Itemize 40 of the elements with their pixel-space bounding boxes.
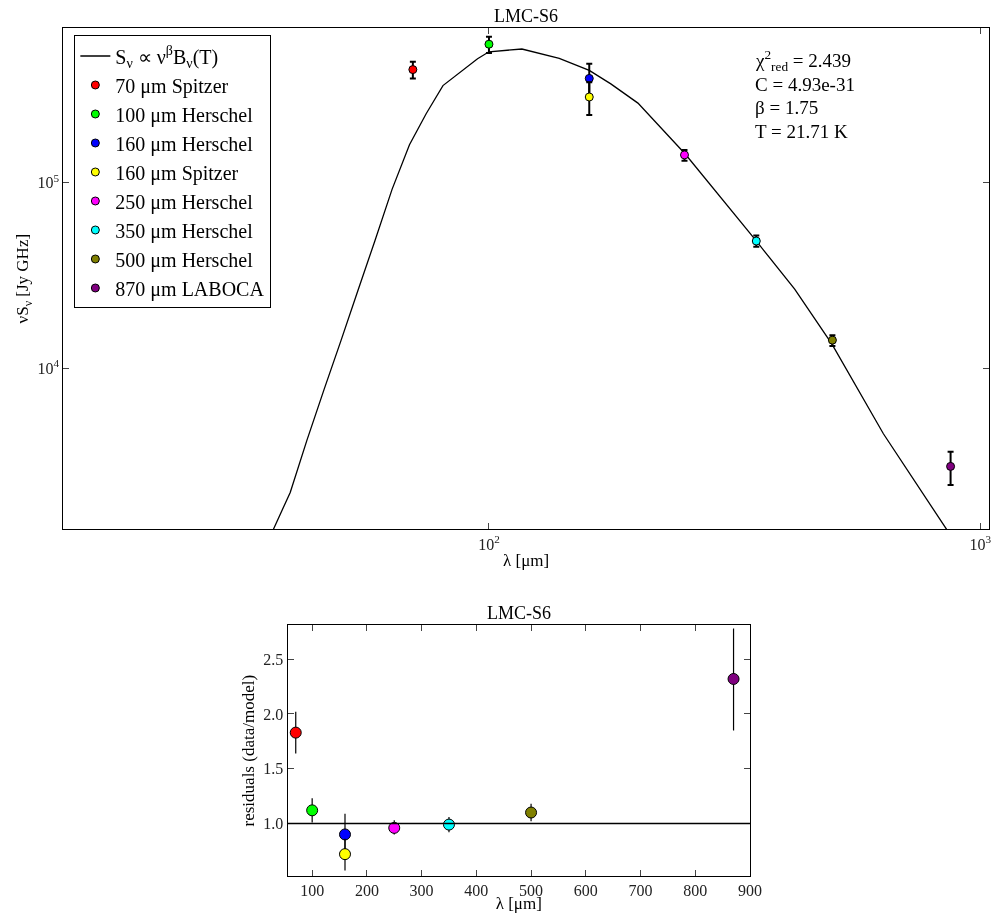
y-tick-label: 1.5 (263, 760, 284, 778)
y-tick-label: 10$^{4}$ (37, 357, 60, 378)
point (525, 806, 538, 819)
x-tick-label: 300 (409, 882, 434, 900)
legend-label: 160 μm Herschel (115, 132, 254, 156)
y-tick-label: 10$^{5}$ (37, 171, 60, 192)
legend-label: 250 μm Herschel (115, 190, 254, 214)
y-tick-label: 1.0 (263, 815, 284, 833)
legend-label: 500 μm Herschel (115, 248, 254, 272)
x-tick-label: 800 (683, 882, 708, 900)
chart-title: LMC-S6 (487, 603, 552, 623)
legend-label: 350 μm Herschel (115, 219, 254, 243)
y-tick-label: 2.0 (263, 705, 284, 723)
point (289, 726, 302, 739)
x-axis-title: λ [μm] (503, 551, 550, 571)
point (339, 848, 351, 861)
annotation: T = 21.71 K (755, 121, 848, 142)
y-tick-label: 2.5 (263, 650, 284, 668)
x-tick-label: 600 (573, 882, 598, 900)
annotation: χ$^{2}$$_{red}$ = 2.439 (755, 47, 852, 74)
legend-label: 100 μm Herschel (115, 103, 254, 127)
legend-label: S$_{ν}$ ∝ ν$^{β}$B$_{ν}$(T) (115, 43, 219, 71)
legend-label: 870 μm LABOCA (115, 277, 265, 301)
x-tick-label: 10$^{2}$ (478, 532, 500, 553)
x-tick-label: 900 (737, 882, 762, 900)
point (339, 828, 351, 841)
x-tick-label: 400 (464, 882, 489, 900)
x-tick-label: 100 (300, 882, 325, 900)
x-tick-label: 700 (628, 882, 653, 900)
chart-title: LMC-S6 (494, 6, 559, 26)
legend-label: 160 μm Spitzer (115, 161, 239, 185)
annotation: β = 1.75 (755, 97, 819, 118)
x-tick-label: 200 (354, 882, 379, 900)
x-tick-label: 10$^{3}$ (969, 532, 992, 553)
annotation: C = 4.93e-31 (755, 74, 855, 95)
point (306, 804, 319, 817)
y-axis-title: residuals (data/model) (238, 674, 258, 827)
legend-label: 70 μm Spitzer (115, 74, 229, 98)
point (727, 672, 740, 685)
point (388, 821, 401, 834)
